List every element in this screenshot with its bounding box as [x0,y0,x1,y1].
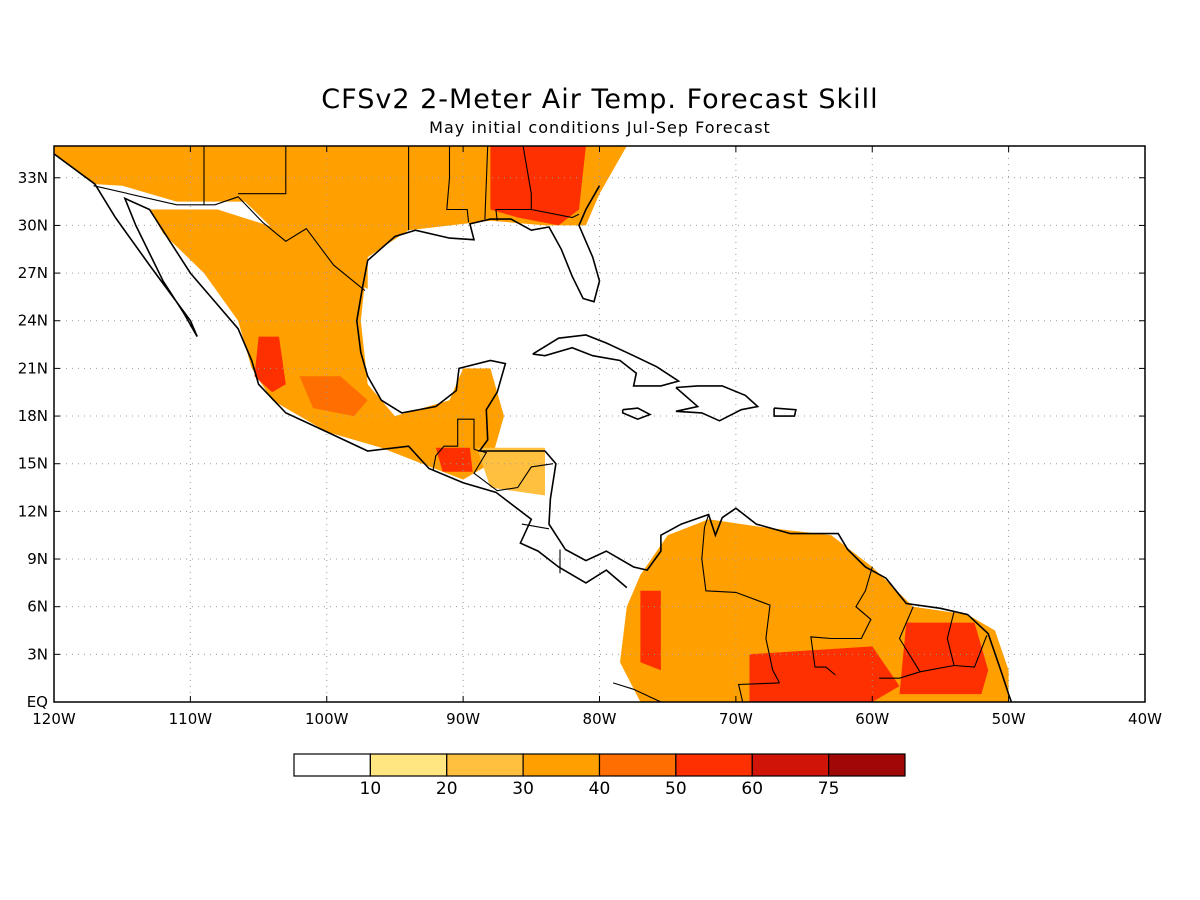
border-line [484,146,489,220]
lat-tick-label: 6N [27,598,48,616]
lat-tick-label: 18N [18,407,48,425]
border-line [946,611,955,666]
colorbar-tick-label: 75 [818,779,840,799]
coastline [532,334,681,387]
border-line [521,523,550,530]
lat-tick-label: 12N [18,502,48,520]
lon-tick-label: 50W [992,710,1026,728]
colorbar-tick-label: 30 [512,779,534,799]
colorbar: 10 20 30 40 50 60 75 [293,753,906,799]
skill-shading-layer [54,146,1009,702]
colorbar-tick-label: 20 [436,779,458,799]
colorbar-tick-label: 40 [589,779,611,799]
border-line [446,146,470,223]
colorbar-tick-label: 60 [741,779,763,799]
border-line [810,566,873,676]
lon-tick-label: 80W [583,710,617,728]
skill-region [899,622,989,695]
lat-tick-label: 15N [18,455,48,473]
border-line [473,448,554,492]
colorbar-tick-label: 50 [665,779,687,799]
border-line [531,208,580,219]
political-borders [93,146,988,702]
skill-region [299,376,368,417]
border-line [612,682,662,702]
colorbar-swatch [369,753,448,777]
lat-tick-label: 24N [18,312,48,330]
lon-tick-label: 100W [305,710,349,728]
coastlines [54,153,1013,702]
coastline [355,185,1013,702]
coastline [773,407,797,417]
lat-tick-label: 27N [18,264,48,282]
border-line [93,185,366,292]
lat-tick-label: 33N [18,169,48,187]
border-line [238,146,287,195]
lat-tick-label: 3N [27,645,48,663]
colorbar-swatch [522,753,601,777]
skill-region [749,646,900,702]
colorbar-swatch [828,753,906,777]
border-line [898,606,921,673]
coastline [621,407,652,421]
colorbar-swatch [446,753,524,777]
axis-labels: 120W 110W 100W 90W 80W 70W 60W 50W 40W EQ 3N 6N 9N 12… [18,146,1162,728]
lat-tick-label: 9N [27,550,48,568]
skill-region [476,447,545,496]
lon-tick-label: 90W [446,710,480,728]
colorbar-tick-label: 10 [360,779,382,799]
border-line [737,682,780,702]
skill-region [640,590,661,671]
border-line [701,514,780,684]
map-title: CFSv2 2-Meter Air Temp. Forecast Skill [321,84,879,115]
lat-tick-label: 21N [18,359,48,377]
lon-tick-label: 60W [855,710,889,728]
lon-tick-label: 120W [32,710,76,728]
lat-tick-label: EQ [27,693,48,711]
colorbar-swatch [751,753,830,777]
coastline [675,385,760,422]
lon-tick-label: 110W [169,710,213,728]
skill-region [490,146,586,226]
lat-tick-label: 30N [18,216,48,234]
colorbar-swatch [598,753,677,777]
lon-tick-label: 40W [1128,710,1162,728]
skill-region [54,146,627,289]
colorbar-swatch [293,753,371,777]
lon-tick-label: 70W [719,710,753,728]
skill-region [254,336,286,393]
border-line [879,664,955,679]
map-subtitle: May initial conditions Jul-Sep Forecast [429,118,771,137]
border-line [954,635,988,668]
colorbar-swatch [675,753,753,777]
skill-region [435,447,473,472]
border-line [432,418,475,471]
coastline [54,153,628,589]
